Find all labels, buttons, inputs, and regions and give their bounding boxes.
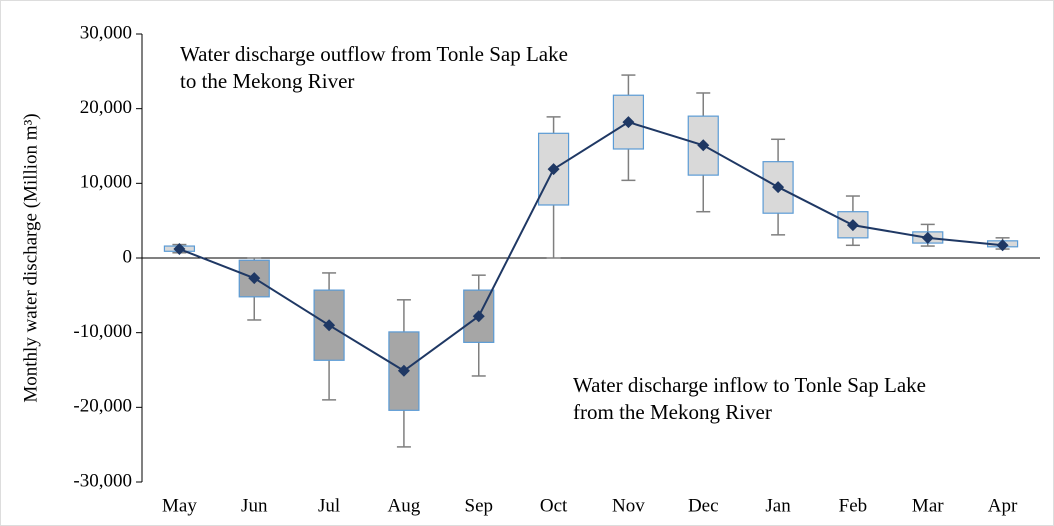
mean-marker xyxy=(622,116,635,129)
mean-marker xyxy=(996,239,1009,252)
y-tick-label: 10,000 xyxy=(80,172,132,193)
x-tick-label: Jun xyxy=(241,495,268,516)
y-tick-label: -30,000 xyxy=(73,470,132,491)
y-tick-label: 20,000 xyxy=(80,97,132,118)
mean-marker xyxy=(547,163,560,176)
y-axis-label: Monthly water discharge (Million m³) xyxy=(20,113,41,402)
annotation: to the Mekong River xyxy=(180,69,354,93)
x-tick-label: Apr xyxy=(988,495,1018,516)
mean-marker xyxy=(697,139,710,152)
y-tick-label: 30,000 xyxy=(80,22,132,43)
x-tick-label: Dec xyxy=(688,495,719,516)
x-tick-label: Mar xyxy=(912,495,944,516)
mean-marker xyxy=(472,310,485,323)
mean-marker xyxy=(173,243,186,256)
x-tick-label: Sep xyxy=(465,495,494,516)
mean-marker xyxy=(921,231,934,244)
annotation: Water discharge outflow from Tonle Sap L… xyxy=(180,42,568,66)
mean-marker xyxy=(772,181,785,194)
x-tick-label: Feb xyxy=(839,495,868,516)
y-tick-label: -10,000 xyxy=(73,321,132,342)
mean-marker xyxy=(397,364,410,377)
x-tick-label: May xyxy=(162,495,197,516)
y-tick-label: -20,000 xyxy=(73,396,132,417)
annotation: from the Mekong River xyxy=(573,400,772,424)
mean-marker xyxy=(248,272,261,285)
box xyxy=(687,115,719,176)
mean-marker xyxy=(846,219,859,232)
x-tick-label: Nov xyxy=(612,495,645,516)
x-tick-label: Jul xyxy=(318,495,340,516)
y-tick-label: 0 xyxy=(123,246,133,267)
mean-line xyxy=(179,121,1003,372)
annotation: Water discharge inflow to Tonle Sap Lake xyxy=(573,373,926,397)
x-tick-label: Oct xyxy=(540,495,568,516)
x-tick-label: Aug xyxy=(388,495,421,516)
mean-marker xyxy=(323,319,336,332)
x-tick-label: Jan xyxy=(765,495,791,516)
